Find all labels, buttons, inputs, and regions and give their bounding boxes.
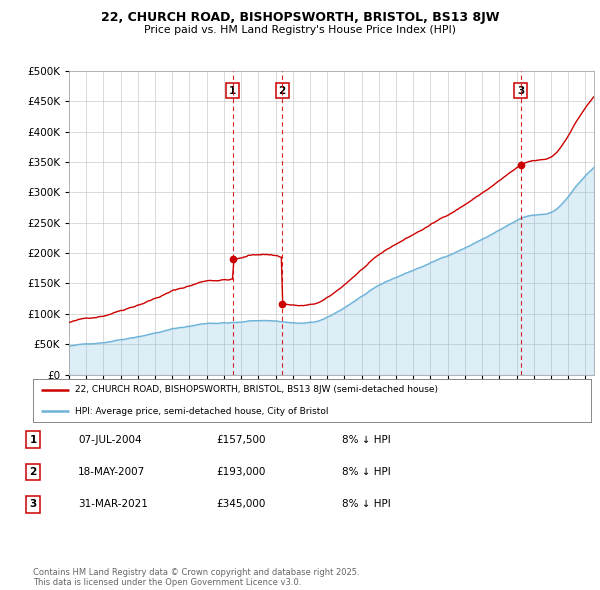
Text: £345,000: £345,000 — [216, 500, 265, 509]
Text: HPI: Average price, semi-detached house, City of Bristol: HPI: Average price, semi-detached house,… — [75, 407, 328, 416]
Text: 3: 3 — [517, 86, 524, 96]
Text: 2: 2 — [29, 467, 37, 477]
Text: £157,500: £157,500 — [216, 435, 265, 444]
Text: Price paid vs. HM Land Registry's House Price Index (HPI): Price paid vs. HM Land Registry's House … — [144, 25, 456, 35]
Text: 2: 2 — [278, 86, 286, 96]
Text: 8% ↓ HPI: 8% ↓ HPI — [342, 467, 391, 477]
Text: 22, CHURCH ROAD, BISHOPSWORTH, BRISTOL, BS13 8JW: 22, CHURCH ROAD, BISHOPSWORTH, BRISTOL, … — [101, 11, 499, 24]
Text: £193,000: £193,000 — [216, 467, 265, 477]
Text: Contains HM Land Registry data © Crown copyright and database right 2025.
This d: Contains HM Land Registry data © Crown c… — [33, 568, 359, 587]
Text: 1: 1 — [229, 86, 236, 96]
Text: 1: 1 — [29, 435, 37, 444]
Text: 22, CHURCH ROAD, BISHOPSWORTH, BRISTOL, BS13 8JW (semi-detached house): 22, CHURCH ROAD, BISHOPSWORTH, BRISTOL, … — [75, 385, 438, 395]
Text: 8% ↓ HPI: 8% ↓ HPI — [342, 500, 391, 509]
Text: 07-JUL-2004: 07-JUL-2004 — [78, 435, 142, 444]
Text: 8% ↓ HPI: 8% ↓ HPI — [342, 435, 391, 444]
Text: 3: 3 — [29, 500, 37, 509]
Text: 18-MAY-2007: 18-MAY-2007 — [78, 467, 145, 477]
Text: 31-MAR-2021: 31-MAR-2021 — [78, 500, 148, 509]
